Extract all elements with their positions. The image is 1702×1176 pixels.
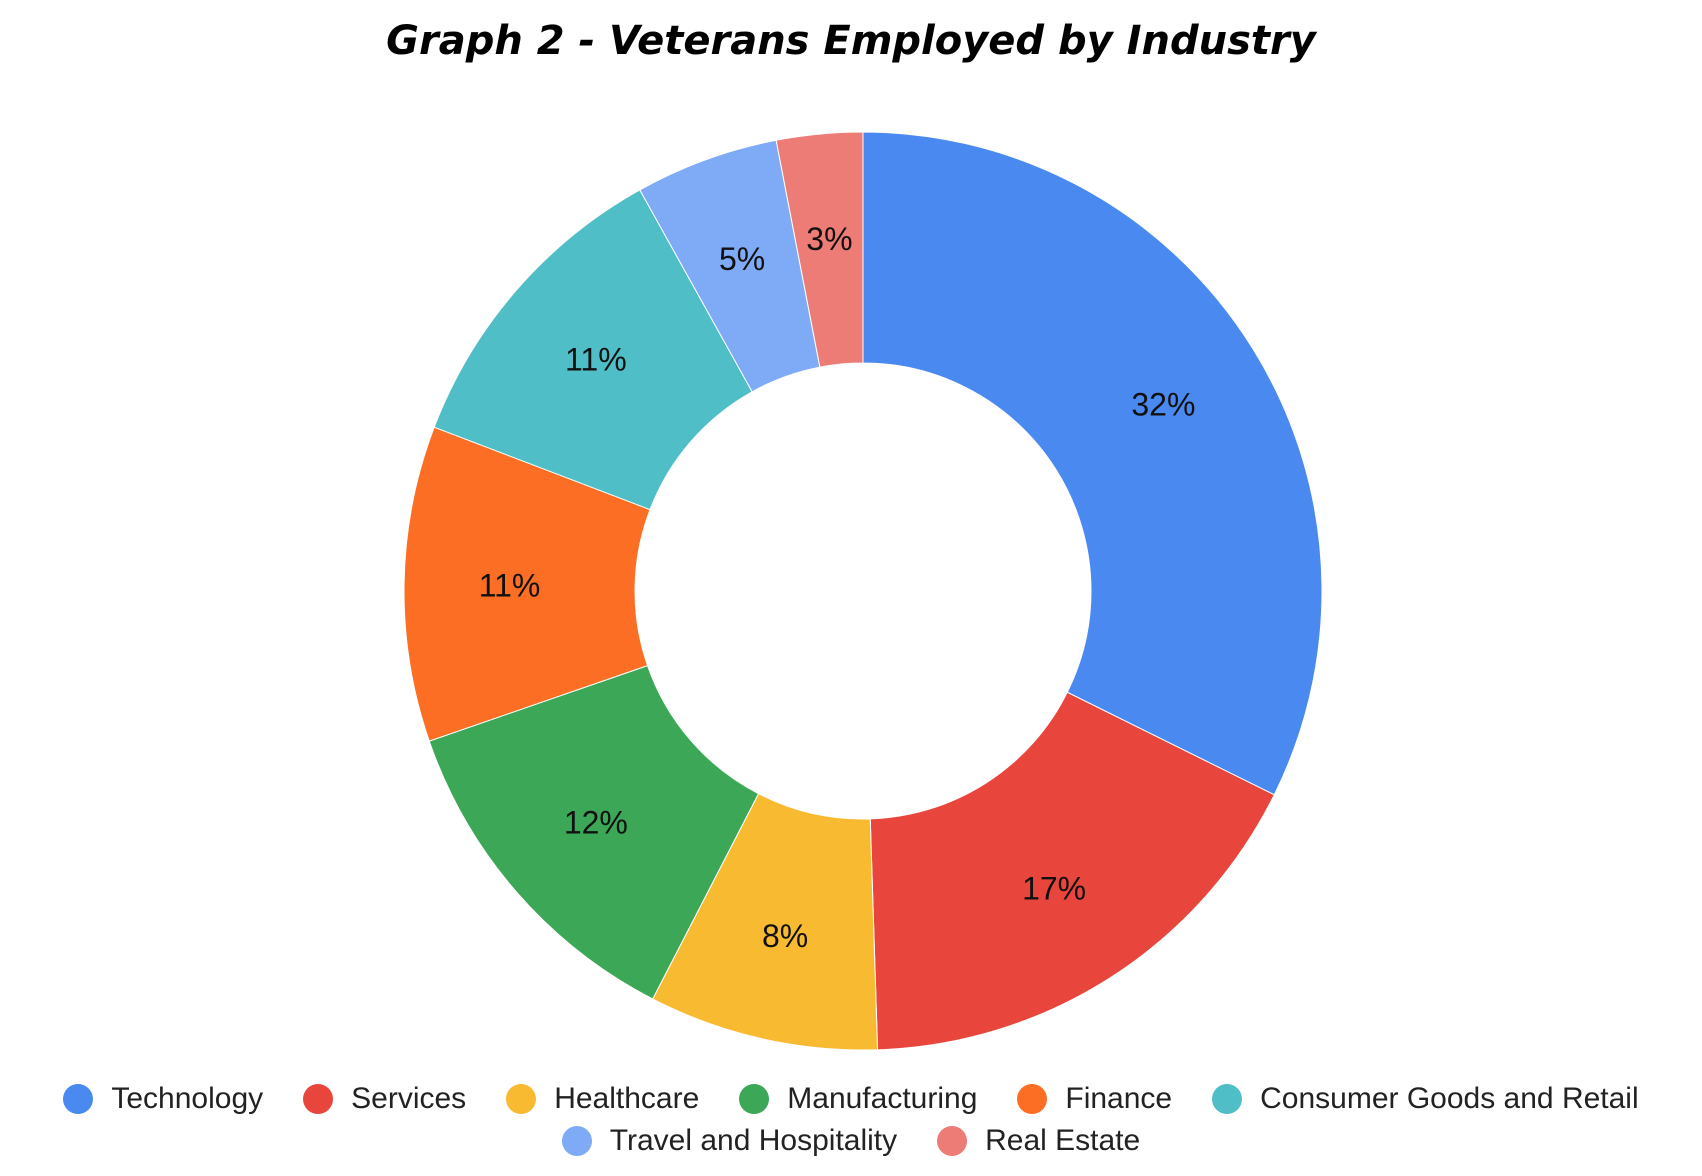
slice-label: 32% — [1131, 387, 1195, 423]
legend-item: Technology — [63, 1082, 263, 1116]
legend-swatch — [1212, 1084, 1243, 1114]
legend-swatch — [561, 1126, 592, 1156]
legend-label: Healthcare — [554, 1082, 700, 1115]
legend-row: Travel and Hospitality Real Estate — [0, 1120, 1702, 1162]
legend-item: Manufacturing — [739, 1082, 977, 1116]
legend-item: Finance — [1017, 1082, 1172, 1116]
slice-label: 11% — [565, 342, 627, 378]
legend-swatch — [303, 1084, 334, 1114]
legend-swatch — [1017, 1084, 1048, 1114]
slice-label: 5% — [719, 241, 765, 277]
legend-swatch — [63, 1084, 94, 1114]
chart-legend: Technology Services Healthcare Manufacturin… — [0, 1078, 1702, 1162]
legend-item: Services — [303, 1082, 466, 1116]
legend-item: Consumer Goods and Retail — [1212, 1082, 1639, 1116]
legend-row: Technology Services Healthcare Manufacturin… — [0, 1078, 1702, 1120]
legend-label: Technology — [111, 1082, 264, 1115]
legend-label: Finance — [1065, 1082, 1173, 1115]
slice-consumer-goods-and-retail — [433, 189, 753, 511]
slice-real-estate — [775, 131, 864, 368]
legend-label: Travel and Hospitality — [609, 1124, 898, 1157]
donut-chart: 32% 17% 8% 12% 11% 11% 5% 3% — [403, 131, 1323, 1051]
legend-label: Services — [351, 1082, 467, 1115]
chart-title: Graph 2 - Veterans Employed by Industry — [386, 18, 1316, 64]
slice-technology — [862, 131, 1323, 796]
legend-item: Travel and Hospitality — [561, 1124, 898, 1158]
slice-services — [869, 691, 1275, 1051]
slice-label: 17% — [1022, 870, 1086, 906]
legend-swatch — [937, 1126, 968, 1156]
slice-label: 3% — [806, 221, 852, 257]
legend-label: Real Estate — [985, 1124, 1141, 1157]
legend-label: Manufacturing — [787, 1082, 978, 1115]
slice-label: 12% — [564, 804, 628, 840]
legend-swatch — [739, 1084, 770, 1114]
slice-label: 8% — [762, 918, 808, 954]
legend-item: Real Estate — [937, 1124, 1140, 1158]
legend-item: Healthcare — [506, 1082, 699, 1116]
slice-label: 11% — [479, 567, 541, 603]
legend-label: Consumer Goods and Retail — [1260, 1082, 1639, 1115]
legend-swatch — [506, 1084, 537, 1114]
slice-manufacturing — [428, 664, 760, 1000]
slice-finance — [403, 426, 651, 742]
